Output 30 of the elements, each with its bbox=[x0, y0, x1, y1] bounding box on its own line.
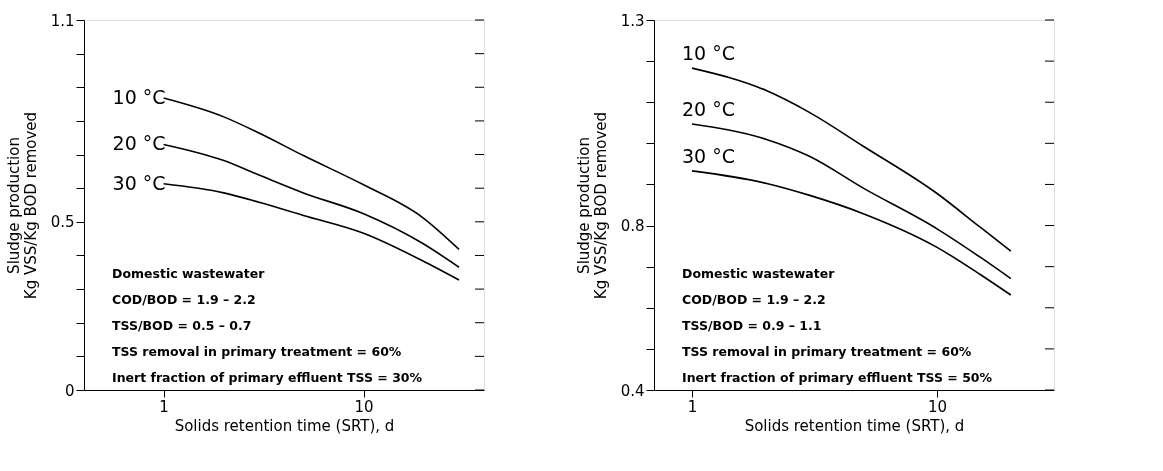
series-label: 20 °C bbox=[681, 98, 735, 121]
x-tick-label: 10 bbox=[354, 397, 374, 416]
x-axis-title: Solids retention time (SRT), d bbox=[174, 416, 395, 435]
annotation: Inert fraction of primary effluent TSS = 30% bbox=[112, 370, 423, 385]
x-tick-label: 1 bbox=[687, 397, 698, 416]
series-label: 10 °C bbox=[112, 86, 166, 109]
y-axis-title: Sludge production Kg VSS/Kg BOD removed bbox=[574, 111, 610, 300]
series-label: 30 °C bbox=[681, 144, 735, 167]
y-axis-title: Sludge production Kg VSS/Kg BOD removed bbox=[4, 111, 40, 300]
y-tick-label: 0.8 bbox=[620, 217, 645, 236]
annotation: Domestic wastewater bbox=[112, 266, 266, 281]
x-axis-title: Solids retention time (SRT), d bbox=[744, 416, 965, 435]
annotation: TSS/BOD = 0.5 – 0.7 bbox=[112, 318, 252, 333]
x-tick-label: 1 bbox=[159, 397, 169, 416]
annotation: COD/BOD = 1.9 – 2.2 bbox=[112, 292, 256, 307]
annotation: Domestic wastewater bbox=[682, 266, 836, 281]
series-label: 10 °C bbox=[681, 42, 735, 65]
annotation: COD/BOD = 1.9 – 2.2 bbox=[682, 292, 826, 307]
annotation: TSS removal in primary treatment = 60% bbox=[682, 344, 972, 359]
y-tick-label: 0.5 bbox=[50, 213, 75, 232]
y-tick-label: 1.1 bbox=[50, 11, 75, 30]
annotation: TSS removal in primary treatment = 60% bbox=[112, 344, 402, 359]
y-tick-label: 0.4 bbox=[620, 381, 645, 400]
y-tick-label: 1.3 bbox=[620, 11, 645, 30]
annotation: Inert fraction of primary effluent TSS = 50% bbox=[682, 370, 993, 385]
series-label: 30 °C bbox=[112, 171, 166, 194]
x-tick-label: 10 bbox=[928, 397, 948, 416]
series-label: 20 °C bbox=[112, 132, 166, 155]
y-tick-label: 0 bbox=[64, 381, 75, 400]
annotation: TSS/BOD = 0.9 – 1.1 bbox=[682, 318, 822, 333]
